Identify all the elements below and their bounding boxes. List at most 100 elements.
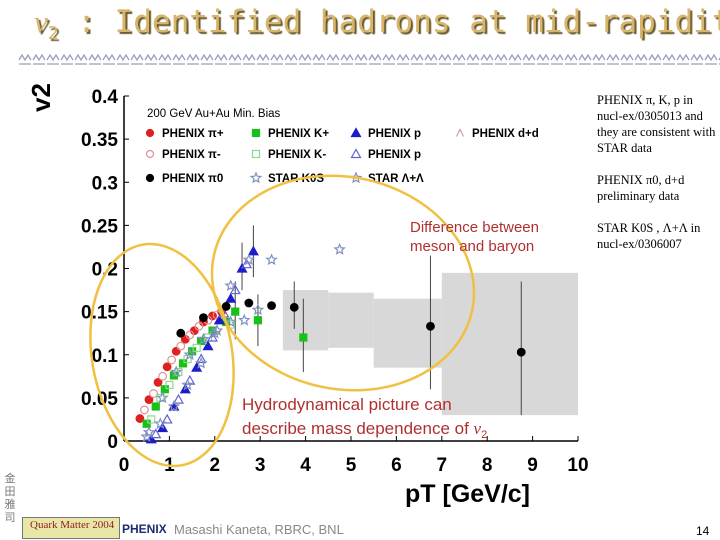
side-seal-mark: 金田雅司 bbox=[4, 472, 16, 524]
legend-entry: PHENIX K- bbox=[251, 149, 326, 161]
data-point bbox=[145, 149, 155, 159]
data-point bbox=[161, 413, 173, 424]
legend-label: PHENIX d+d bbox=[472, 128, 539, 140]
x-tick-label: 7 bbox=[437, 455, 448, 476]
y-tick-label: 0.15 bbox=[81, 303, 118, 324]
data-point bbox=[170, 365, 183, 378]
series-triangle bbox=[150, 258, 253, 439]
reference-notes: PHENIX π, K, p in nucl-ex/0305013 and th… bbox=[597, 92, 719, 268]
title-v-symbol: v bbox=[34, 4, 48, 39]
data-point bbox=[167, 399, 181, 412]
data-point bbox=[350, 148, 362, 159]
note-phenix-pi0: PHENIX π0, d+d preliminary data bbox=[597, 173, 685, 203]
data-point bbox=[213, 314, 225, 325]
data-point bbox=[225, 292, 237, 303]
data-point bbox=[249, 171, 263, 184]
note-star: STAR K0S , Λ+Λ in nucl-ex/0306007 bbox=[597, 221, 701, 251]
x-tick-label: 8 bbox=[482, 455, 493, 476]
decorative-pattern-band bbox=[18, 52, 720, 68]
data-point bbox=[426, 321, 435, 331]
hydro-annotation-line2: describe mass dependence of v2 bbox=[242, 419, 487, 441]
y-tick-label: 0.05 bbox=[81, 389, 118, 410]
data-point bbox=[178, 359, 188, 368]
legend-entry: PHENIX d+d bbox=[455, 128, 539, 140]
data-point bbox=[253, 316, 263, 325]
data-point bbox=[224, 315, 237, 328]
data-point bbox=[150, 428, 162, 439]
data-point bbox=[251, 149, 261, 159]
data-point bbox=[171, 346, 181, 356]
series-square bbox=[147, 320, 235, 424]
legend-label: PHENIX K- bbox=[268, 149, 326, 161]
data-point bbox=[299, 333, 308, 342]
systematic-band bbox=[441, 272, 578, 416]
data-point bbox=[145, 173, 155, 183]
data-point bbox=[195, 353, 207, 364]
data-point bbox=[194, 356, 208, 369]
footer-author: Masashi Kaneta, RBRC, BNL bbox=[174, 522, 344, 537]
title-text: : Identified hadrons at mid-rapidity bbox=[58, 4, 720, 40]
data-point bbox=[165, 380, 174, 390]
data-point bbox=[140, 430, 154, 442]
data-point bbox=[267, 301, 276, 310]
x-tick-label: 9 bbox=[527, 455, 538, 476]
legend-entry: PHENIX π0 bbox=[145, 173, 223, 185]
x-tick-label: 5 bbox=[346, 455, 357, 476]
data-point bbox=[183, 348, 197, 361]
note-phenix-identified: PHENIX π, K, p in nucl-ex/0305013 and th… bbox=[597, 93, 716, 155]
data-point bbox=[142, 419, 151, 428]
data-point bbox=[176, 341, 186, 351]
legend-entry: PHENIX p bbox=[350, 148, 421, 161]
data-point bbox=[224, 279, 237, 292]
title-v-subscript: 2 bbox=[47, 23, 59, 45]
legend-label: STAR Λ+Λ bbox=[368, 173, 424, 185]
data-point bbox=[231, 307, 240, 316]
data-point bbox=[185, 330, 195, 340]
meson-baryon-ellipse bbox=[210, 174, 476, 392]
x-tick-label: 3 bbox=[255, 455, 266, 476]
legend-entry: PHENIX π+ bbox=[145, 128, 224, 140]
data-point bbox=[191, 361, 203, 372]
data-point bbox=[172, 393, 185, 404]
data-point bbox=[192, 343, 201, 352]
hydro-annotation-line1: Hydrodynamical picture can bbox=[242, 395, 452, 414]
legend-entry: PHENIX π- bbox=[145, 149, 221, 161]
x-tick-label: 10 bbox=[567, 455, 588, 476]
x-axis-label: pT [GeV/c] bbox=[405, 480, 530, 508]
phenix-logo: PHENIX bbox=[122, 522, 167, 536]
legend-label: PHENIX π- bbox=[162, 149, 221, 161]
hydro-ellipse bbox=[89, 242, 235, 468]
data-point bbox=[210, 324, 224, 336]
slide-title: v2 : Identified hadrons at mid-rapidity bbox=[34, 4, 720, 44]
systematic-band bbox=[328, 292, 374, 348]
legend-label: PHENIX K+ bbox=[268, 128, 329, 140]
legend-label: PHENIX p bbox=[368, 128, 421, 140]
data-point bbox=[151, 402, 160, 411]
page-number: 14 bbox=[696, 524, 710, 538]
data-point bbox=[156, 391, 169, 404]
systematic-band bbox=[373, 298, 442, 368]
data-point bbox=[251, 128, 261, 138]
data-point bbox=[189, 326, 199, 336]
series-star bbox=[142, 303, 265, 438]
data-point bbox=[333, 242, 346, 255]
y-axis-label: v2 bbox=[26, 83, 56, 112]
data-point bbox=[247, 245, 259, 256]
y-tick-label: 0.25 bbox=[81, 216, 118, 237]
y-tick-labels: 00.050.10.150.20.250.30.350.4 bbox=[81, 87, 129, 453]
x-tick-labels: 0 1 2 3 4 5 6 7 8 9 10 bbox=[119, 436, 589, 476]
x-tick-label: 4 bbox=[300, 455, 311, 476]
data-point bbox=[145, 128, 155, 138]
data-point bbox=[160, 385, 169, 394]
legend-label: PHENIX π+ bbox=[162, 128, 224, 140]
data-point bbox=[208, 326, 222, 339]
data-point bbox=[176, 328, 186, 338]
data-point bbox=[135, 414, 145, 423]
y-tick-label: 0.3 bbox=[92, 173, 118, 194]
data-point bbox=[153, 377, 163, 387]
conference-badge-text: Quark Matter 2004 bbox=[30, 519, 115, 531]
data-point bbox=[516, 347, 526, 357]
data-point bbox=[350, 127, 362, 138]
y-tick-label: 0.1 bbox=[92, 346, 119, 367]
data-point bbox=[181, 378, 194, 391]
